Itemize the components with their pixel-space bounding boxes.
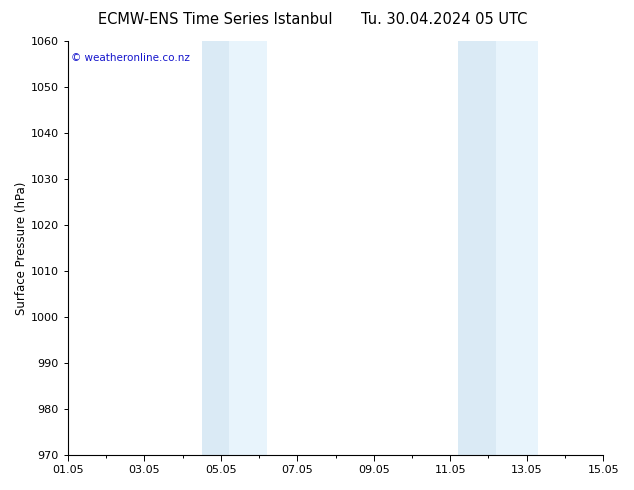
Text: ECMW-ENS Time Series Istanbul: ECMW-ENS Time Series Istanbul [98,12,333,27]
Bar [458,41,496,455]
Text: © weatheronline.co.nz: © weatheronline.co.nz [70,53,190,64]
Y-axis label: Surface Pressure (hPa): Surface Pressure (hPa) [15,181,28,315]
Bar [228,41,267,455]
Text: Tu. 30.04.2024 05 UTC: Tu. 30.04.2024 05 UTC [361,12,527,27]
Bar [202,41,228,455]
Bar [496,41,538,455]
